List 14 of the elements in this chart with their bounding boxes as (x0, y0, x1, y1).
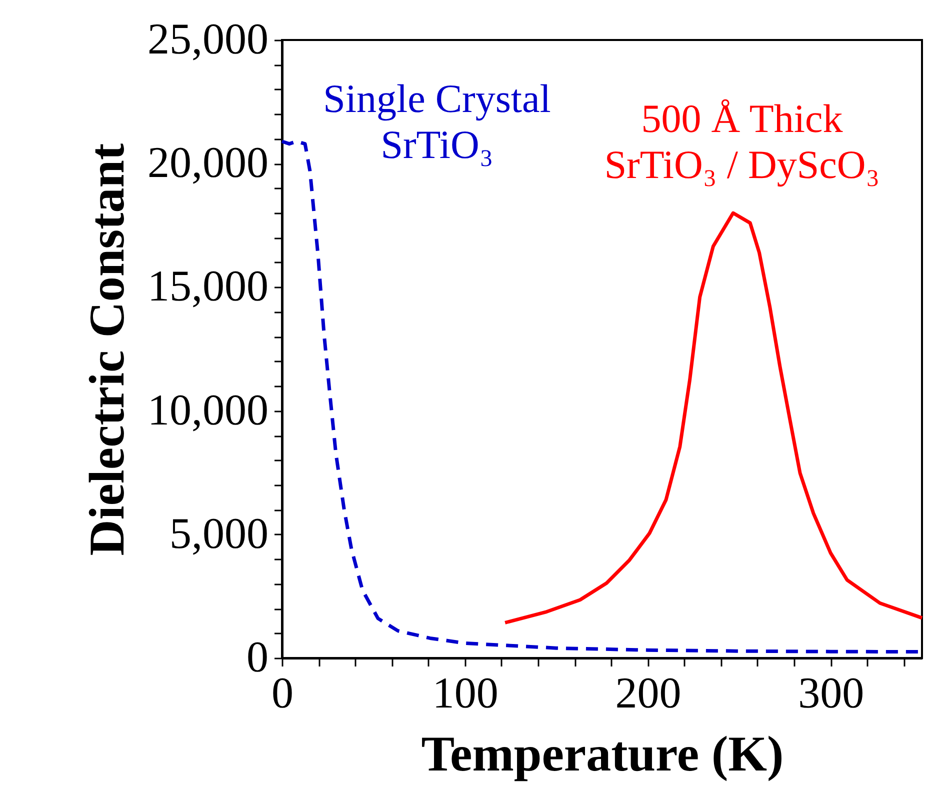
line-series (503, 211, 924, 624)
x-tick-label: 300 (798, 668, 864, 718)
y-tick-label: 10,000 (148, 385, 268, 434)
y-tick-label: 0 (246, 632, 268, 682)
annotation: Single Crystal SrTiO₃ (323, 76, 551, 167)
x-tick-label: 100 (432, 668, 498, 718)
y-tick-label: 25,000 (148, 14, 268, 64)
annotation: 500 Å Thick SrTiO₃ / DyScO₃ (604, 96, 880, 187)
y-tick-label: 15,000 (148, 262, 268, 311)
x-axis-title: Temperature (K) (421, 726, 784, 782)
y-tick-label: 5,000 (170, 508, 268, 558)
y-tick-label: 20,000 (148, 138, 268, 188)
x-tick-label: 200 (615, 668, 682, 718)
y-axis-title: Dielectric Constant (78, 142, 134, 556)
